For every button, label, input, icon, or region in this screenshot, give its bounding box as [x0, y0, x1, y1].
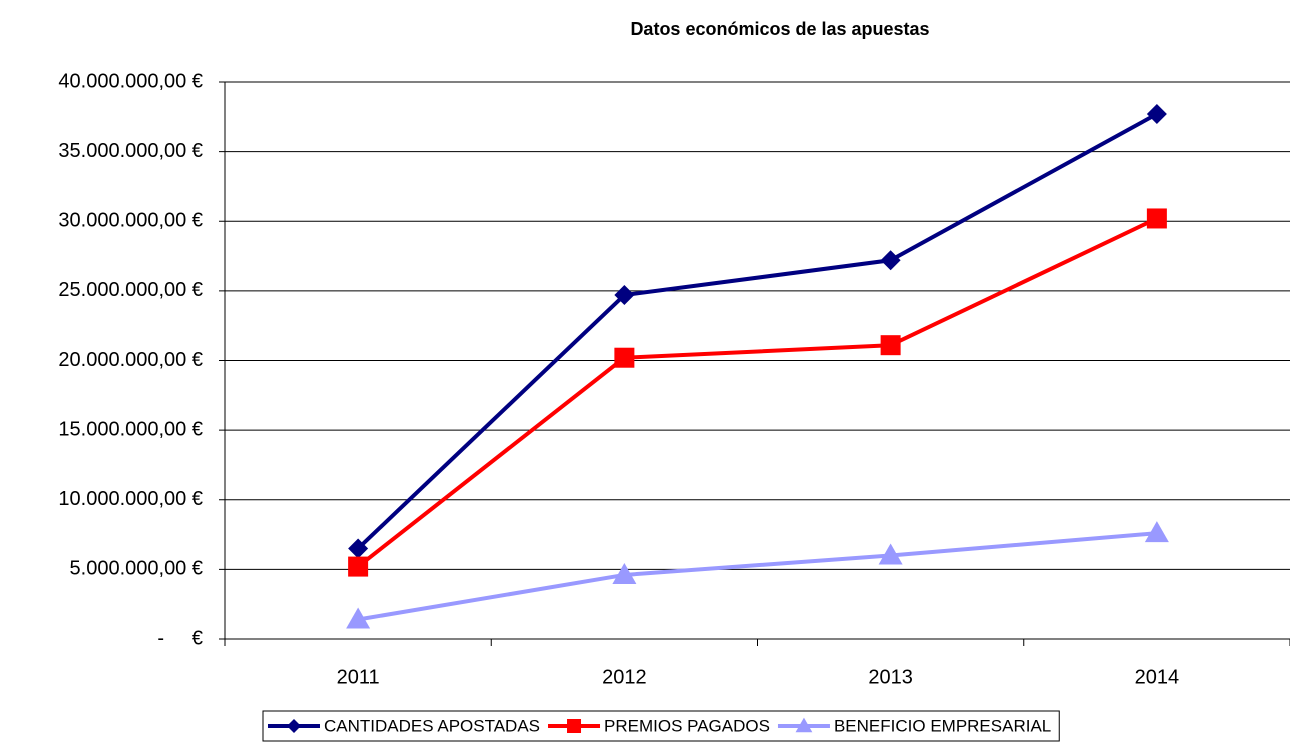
- series-line: [357, 531, 1158, 622]
- data-point: [1146, 208, 1167, 229]
- legend-marker: [567, 719, 582, 733]
- y-tick-label: 25.000.000,00 €: [58, 279, 203, 301]
- data-point: [612, 562, 637, 584]
- data-point: [348, 538, 369, 559]
- chart-title: Datos económicos de las apuestas: [630, 19, 929, 39]
- legend-marker: [795, 717, 813, 733]
- y-tick-label: 30.000.000,00 €: [58, 210, 203, 232]
- y-tick-label: 10.000.000,00 €: [58, 488, 203, 510]
- legend-label: CANTIDADES APOSTADAS: [324, 716, 540, 735]
- data-point: [880, 250, 901, 271]
- series-line: [356, 112, 1158, 550]
- data-point: [614, 347, 635, 368]
- x-tick-label: 2011: [337, 666, 380, 688]
- legend-label: BENEFICIO EMPRESARIAL: [834, 716, 1051, 735]
- legend-label: PREMIOS PAGADOS: [604, 716, 770, 735]
- data-point: [346, 607, 371, 629]
- data-point: [1146, 104, 1167, 125]
- data-point: [1144, 521, 1169, 543]
- data-point: [878, 543, 903, 565]
- y-tick-label: 40.000.000,00 €: [58, 70, 203, 92]
- data-point: [348, 556, 369, 577]
- y-tick-label: 35.000.000,00 €: [58, 140, 203, 162]
- data-point: [880, 335, 901, 356]
- legend-marker: [287, 719, 301, 733]
- y-tick-label: 5.000.000,00 €: [70, 558, 203, 580]
- legend-box: [262, 710, 1060, 742]
- x-tick-label: 2014: [1135, 666, 1180, 688]
- series-line: [356, 216, 1158, 569]
- y-tick-label: 15.000.000,00 €: [58, 418, 203, 440]
- x-tick-label: 2012: [602, 666, 647, 688]
- y-tick-label: 20.000.000,00 €: [58, 349, 203, 371]
- y-tick-label: - €: [157, 627, 203, 649]
- x-tick-label: 2013: [868, 666, 913, 688]
- data-point: [614, 285, 635, 306]
